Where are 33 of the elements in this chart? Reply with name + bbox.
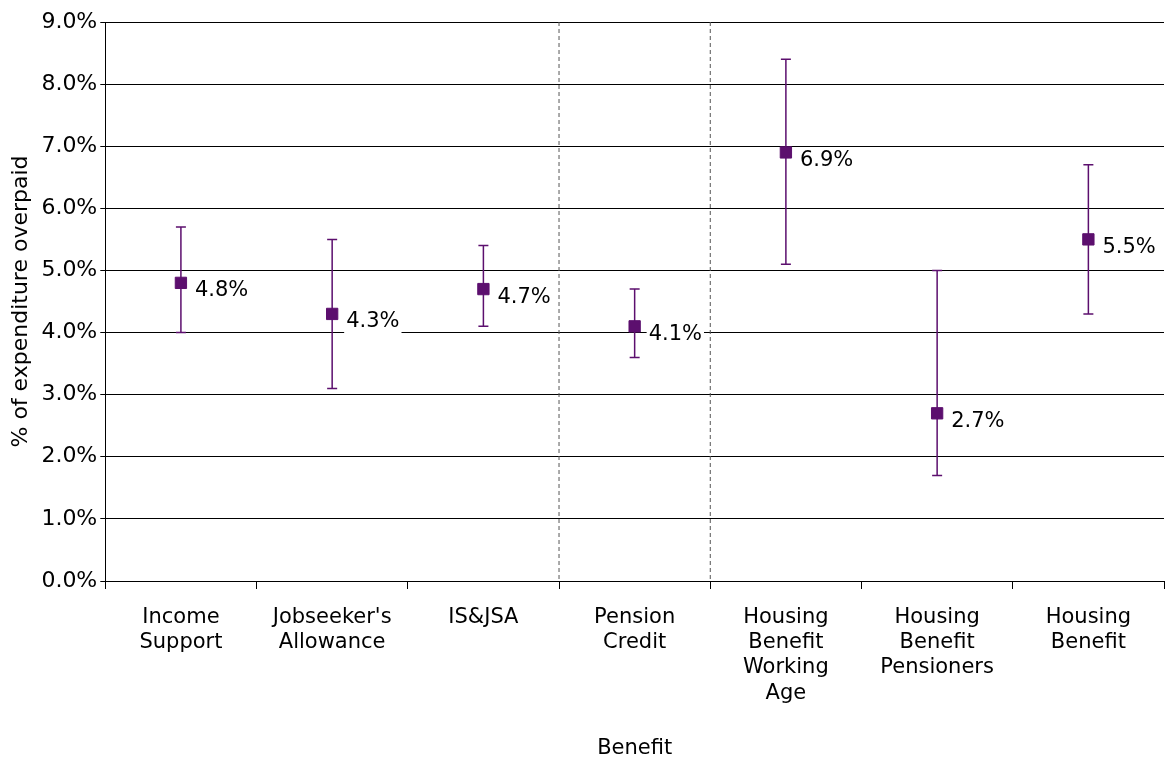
x-tick-label: Income Support (139, 604, 223, 654)
data-label: 4.1% (648, 320, 703, 345)
data-label: 5.5% (1102, 233, 1156, 258)
x-tick-label: Housing Benefit (1045, 604, 1132, 654)
point (779, 146, 793, 159)
x-tick-label: Housing Benefit Working Age (743, 604, 829, 704)
point (477, 282, 490, 296)
point (930, 407, 944, 420)
point (326, 307, 339, 321)
y-tick-label: 1.0% (41, 504, 98, 530)
x-tick-label: Housing Benefit Pensioners (880, 604, 994, 679)
y-tick-label: 8.0% (41, 69, 98, 95)
point (1082, 233, 1095, 246)
y-tick-label: 4.0% (41, 318, 98, 344)
x-axis-title: Benefit (597, 734, 673, 759)
y-tick-label: 9.0% (41, 7, 98, 33)
y-axis-title: % of expenditure overpaid (6, 155, 32, 448)
y-tick-label: 5.0% (41, 256, 98, 282)
y-tick-label: 6.0% (41, 194, 98, 220)
x-tick-label: Jobseeker's Allowance (270, 604, 392, 654)
point (174, 276, 188, 290)
x-tick-label: IS&JSA (448, 604, 520, 629)
data-label: 4.3% (346, 308, 400, 333)
x-tick-label: Pension Credit (594, 604, 676, 654)
data-label: 6.9% (799, 146, 854, 171)
y-tick-label: 2.0% (41, 442, 98, 468)
data-label: 4.8% (194, 277, 249, 302)
y-tick-label: 7.0% (41, 131, 98, 157)
y-tick-label: 3.0% (41, 380, 98, 406)
data-label: 2.7% (951, 407, 1005, 432)
y-tick-label: 0.0% (41, 566, 98, 592)
point (628, 320, 641, 333)
data-label: 4.7% (497, 283, 551, 308)
